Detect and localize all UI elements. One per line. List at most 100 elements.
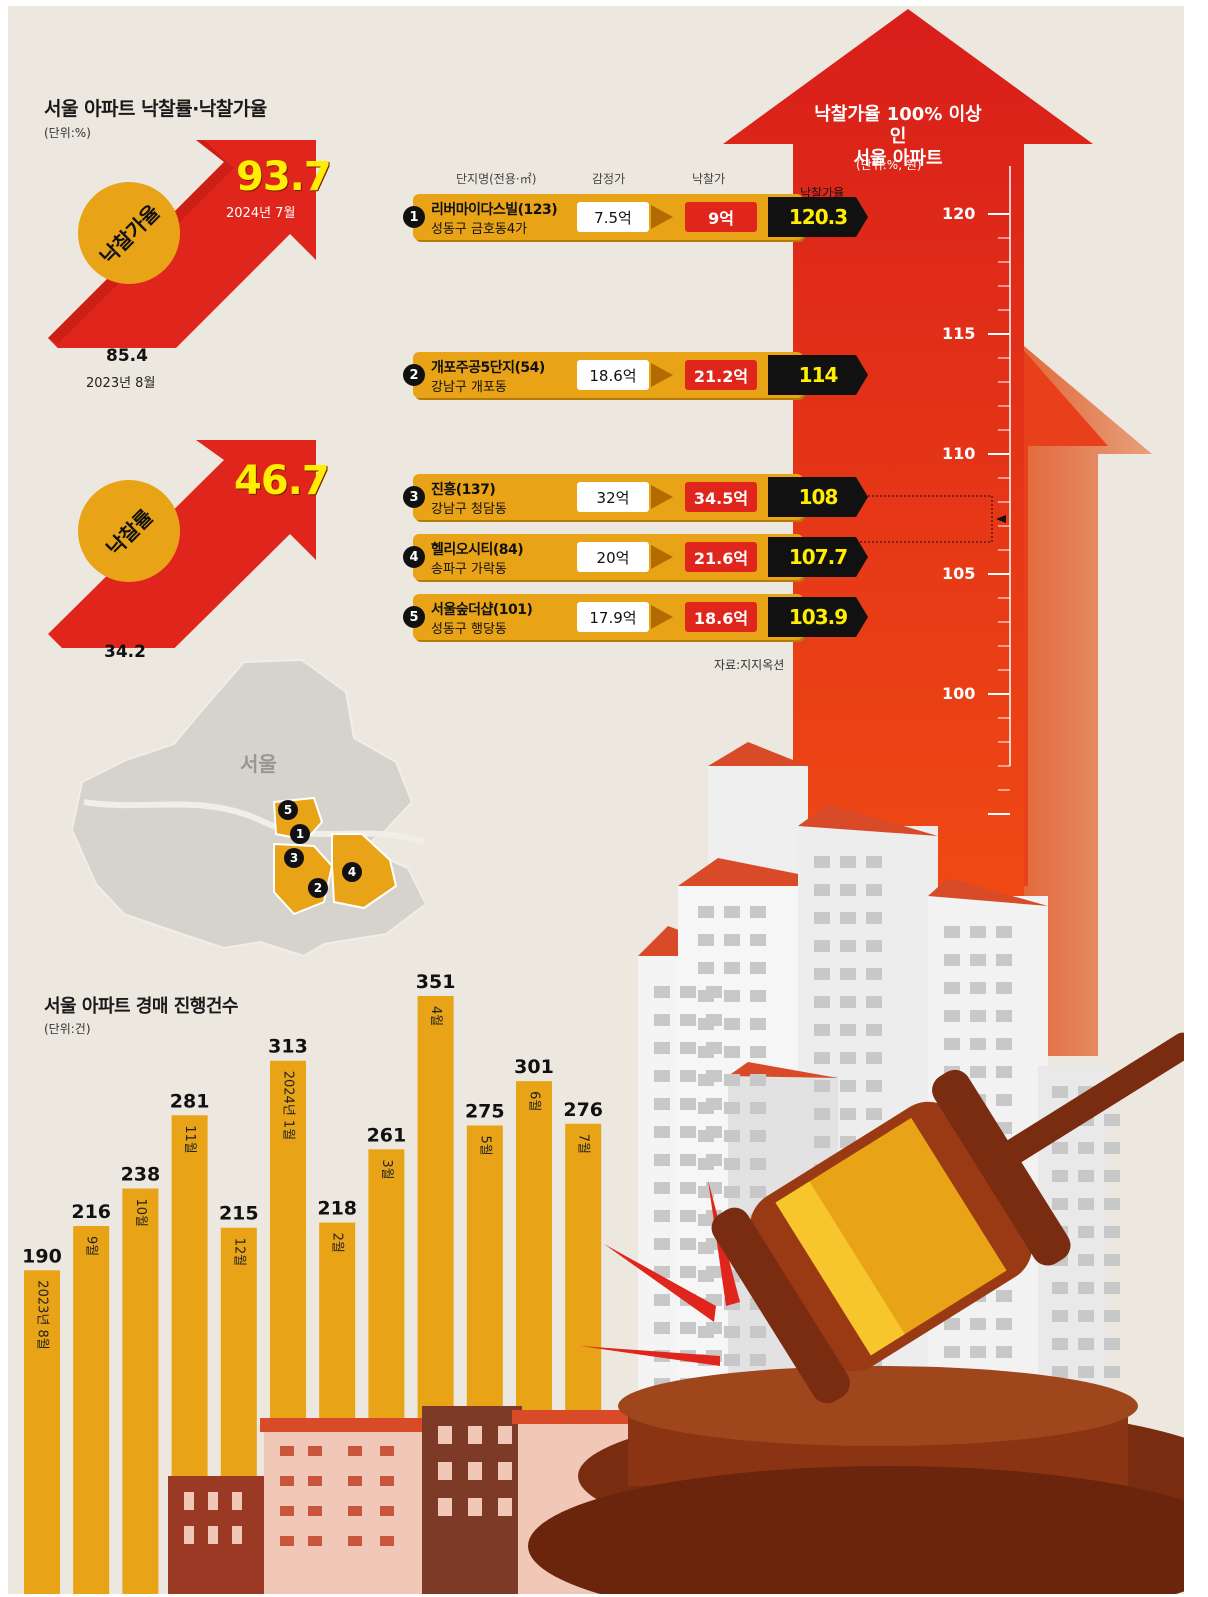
building-window	[698, 1046, 714, 1058]
sale-value: 21.2억	[685, 360, 757, 390]
building-window	[750, 1018, 766, 1030]
bar-value-label: 276	[563, 1099, 603, 1121]
building-window	[840, 1108, 856, 1120]
bar-category-label: 12월	[231, 1238, 246, 1267]
building-window	[724, 1186, 740, 1198]
building-window	[654, 1042, 670, 1054]
complex-name: 진흥(137)	[431, 482, 496, 498]
building-window	[1104, 1254, 1120, 1266]
building-window	[724, 1354, 740, 1366]
bar-category-label: 10월	[133, 1199, 148, 1228]
complex-name: 개포주공5단지(54)	[431, 360, 545, 376]
building-window	[750, 1326, 766, 1338]
scale-tick-label: 105	[942, 564, 976, 583]
buildings-illustration	[168, 742, 1184, 1594]
building-window	[680, 1182, 696, 1194]
building-window	[866, 856, 882, 868]
bar-category-label: 5월	[477, 1135, 492, 1155]
appraisal-value: 18.6억	[577, 360, 649, 390]
building-window	[698, 1326, 714, 1338]
building-window	[654, 1098, 670, 1110]
complex-location: 성동구 금호동4가	[431, 222, 528, 237]
bar	[24, 1270, 60, 1594]
rate-previous-value: 34.2	[104, 642, 146, 662]
building-window	[970, 982, 986, 994]
page-unit: (단위:%)	[44, 126, 91, 140]
row-number-badge: 4	[403, 546, 425, 568]
building-window	[1104, 1114, 1120, 1126]
bar-value-label: 218	[317, 1198, 357, 1220]
table-row: 2 개포주공5단지(54) 강남구 개포동 18.6억 21.2억	[403, 352, 803, 398]
bar-value-label: 216	[71, 1201, 111, 1223]
building-window	[1104, 1142, 1120, 1154]
complex-name: 서울숲더샵(101)	[431, 602, 533, 618]
building-window	[750, 1130, 766, 1142]
building-window	[1052, 1366, 1068, 1378]
building-window	[750, 1158, 766, 1170]
bar-chart-unit: (단위:건)	[44, 1022, 91, 1036]
rate-arrow	[48, 440, 316, 648]
building-window	[996, 1318, 1012, 1330]
building-window	[698, 1074, 714, 1086]
col-header-name: 단지명(전용·㎡)	[456, 172, 537, 186]
building-window	[698, 1214, 714, 1226]
building-window	[724, 1046, 740, 1058]
bar-category-label: 2024년 1월	[281, 1071, 296, 1140]
building-window	[840, 940, 856, 952]
building-window	[698, 1270, 714, 1282]
building-window	[866, 996, 882, 1008]
building-window	[814, 940, 830, 952]
building-window	[750, 1046, 766, 1058]
sale-ratio-value: 103.9	[768, 597, 868, 637]
bar	[122, 1188, 159, 1594]
ratio-current-date: 2024년 7월	[226, 206, 296, 221]
building-window	[680, 1126, 696, 1138]
building-window	[866, 968, 882, 980]
building-window	[996, 954, 1012, 966]
building-window	[654, 1322, 670, 1334]
arrow-right-icon	[651, 205, 673, 229]
ruler-ticks	[988, 213, 1010, 815]
ratio-badge: 낙찰가율	[78, 182, 180, 284]
building-window	[944, 954, 960, 966]
building-window	[866, 1108, 882, 1120]
building-window	[996, 1038, 1012, 1050]
building-window	[680, 986, 696, 998]
sale-value: 21.6억	[685, 542, 757, 572]
building-window	[840, 856, 856, 868]
rate-current-value: 46.7	[234, 458, 330, 504]
building-window	[698, 962, 714, 974]
peach-arrow	[1024, 346, 1152, 1056]
building-window	[750, 1074, 766, 1086]
col-header-sale: 낙찰가	[692, 172, 726, 186]
building-window	[1052, 1198, 1068, 1210]
building-window	[814, 884, 830, 896]
complex-location: 송파구 가락동	[431, 562, 507, 577]
building-window	[654, 1014, 670, 1026]
building-window	[750, 934, 766, 946]
building-window	[724, 1102, 740, 1114]
building-window	[814, 1024, 830, 1036]
row-number-badge: 1	[403, 206, 425, 228]
building-window	[866, 1024, 882, 1036]
building-window	[750, 1354, 766, 1366]
sale-ratio-value: 107.7	[768, 537, 868, 577]
appraisal-value: 32억	[577, 482, 649, 512]
building-window	[866, 1080, 882, 1092]
building-window	[698, 1018, 714, 1030]
building-window	[698, 1242, 714, 1254]
building-window	[996, 1346, 1012, 1358]
building-window	[698, 990, 714, 1002]
building-window	[750, 990, 766, 1002]
building-window	[814, 856, 830, 868]
building-window	[996, 1290, 1012, 1302]
building-window	[750, 1186, 766, 1198]
building-window	[944, 1038, 960, 1050]
building-window	[1052, 1338, 1068, 1350]
building-window	[814, 912, 830, 924]
bar	[73, 1226, 110, 1594]
building-window	[970, 1066, 986, 1078]
arrow-right-icon	[651, 485, 673, 509]
building-window	[814, 968, 830, 980]
bar-value-label: 313	[268, 1036, 308, 1058]
